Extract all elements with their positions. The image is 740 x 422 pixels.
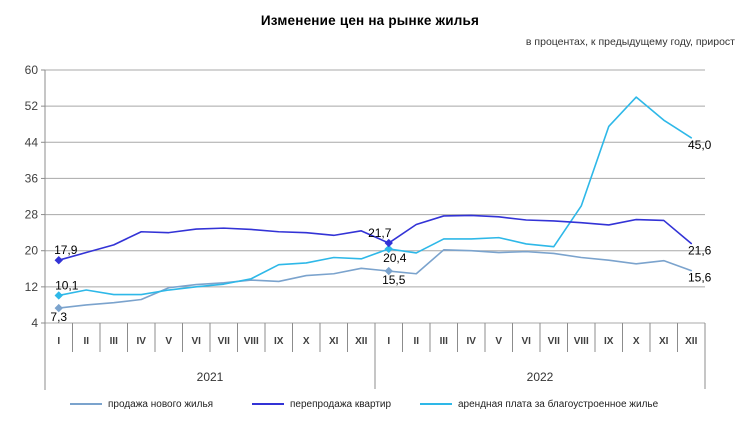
- y-tick-label: 28: [25, 208, 39, 222]
- x-month-label: XI: [329, 336, 339, 347]
- x-month-label: VI: [192, 336, 202, 347]
- data-point-label: 10,1: [55, 278, 79, 292]
- legend-line-swatch: [420, 403, 452, 405]
- x-year-label: 2022: [527, 370, 554, 384]
- data-point-label: 21,6: [688, 243, 712, 257]
- x-month-label: I: [57, 336, 60, 347]
- x-year-label: 2021: [197, 370, 224, 384]
- chart-title: Изменение цен на рынке жилья: [260, 13, 480, 28]
- legend-item-new-housing-sales: продажа нового жилья: [70, 396, 213, 412]
- x-month-label: VIII: [244, 336, 259, 347]
- x-month-label: VII: [548, 336, 560, 347]
- y-tick-label: 44: [25, 135, 39, 149]
- legend-line-swatch: [252, 403, 284, 405]
- series-marker: [384, 238, 393, 248]
- y-tick-label: 60: [25, 63, 39, 77]
- x-month-label: VI: [522, 336, 532, 347]
- x-month-label: XII: [685, 336, 697, 347]
- legend-item-rent: арендная плата за благоустроенное жилье: [420, 396, 658, 412]
- legend-label: арендная плата за благоустроенное жилье: [458, 398, 659, 410]
- series-line: [57, 214, 693, 262]
- series-marker: [384, 266, 393, 276]
- x-month-label: V: [165, 336, 172, 347]
- legend-item-apartment-resale: перепродажа квартир: [252, 396, 391, 412]
- x-month-label: XI: [659, 336, 669, 347]
- x-month-label: VII: [218, 336, 230, 347]
- series-marker: [54, 291, 63, 300]
- series-marker: [54, 256, 63, 265]
- series-line: [57, 96, 693, 297]
- x-month-label: XII: [355, 336, 367, 347]
- x-month-label: V: [495, 336, 502, 347]
- data-point-label: 15,5: [382, 273, 406, 287]
- x-month-label: IV: [467, 336, 477, 347]
- y-tick-label: 4: [31, 316, 38, 330]
- series-marker: [54, 303, 63, 313]
- y-tick-label: 12: [25, 280, 39, 294]
- data-point-label: 21,7: [368, 226, 392, 240]
- y-tick-label: 52: [25, 99, 39, 113]
- legend-label: перепродажа квартир: [290, 398, 392, 410]
- legend-line-swatch: [70, 403, 102, 405]
- x-month-label: III: [440, 336, 449, 347]
- x-month-label: III: [110, 336, 119, 347]
- series-marker: [384, 244, 393, 254]
- series-line: [57, 249, 693, 309]
- x-month-label: X: [633, 336, 640, 347]
- chart-legend: продажа нового жилья перепродажа квартир…: [0, 396, 740, 412]
- x-month-label: I: [387, 336, 390, 347]
- x-month-label: X: [303, 336, 310, 347]
- data-point-label: 17,9: [54, 243, 78, 257]
- y-tick-label: 20: [25, 244, 39, 258]
- data-point-label: 7,3: [50, 310, 67, 324]
- x-month-label: IV: [137, 336, 147, 347]
- data-point-label: 15,6: [688, 271, 712, 285]
- legend-label: продажа нового жилья: [108, 398, 214, 410]
- data-point-label: 45,0: [688, 138, 712, 152]
- x-month-label: IX: [274, 336, 284, 347]
- y-tick-label: 36: [25, 171, 39, 185]
- chart-subtitle: в процентах, к предыдущему году, прирост: [525, 36, 735, 48]
- x-month-label: II: [413, 336, 419, 347]
- data-point-label: 20,4: [383, 251, 407, 265]
- x-month-label: VIII: [574, 336, 589, 347]
- x-month-label: II: [83, 336, 89, 347]
- x-month-label: IX: [604, 336, 614, 347]
